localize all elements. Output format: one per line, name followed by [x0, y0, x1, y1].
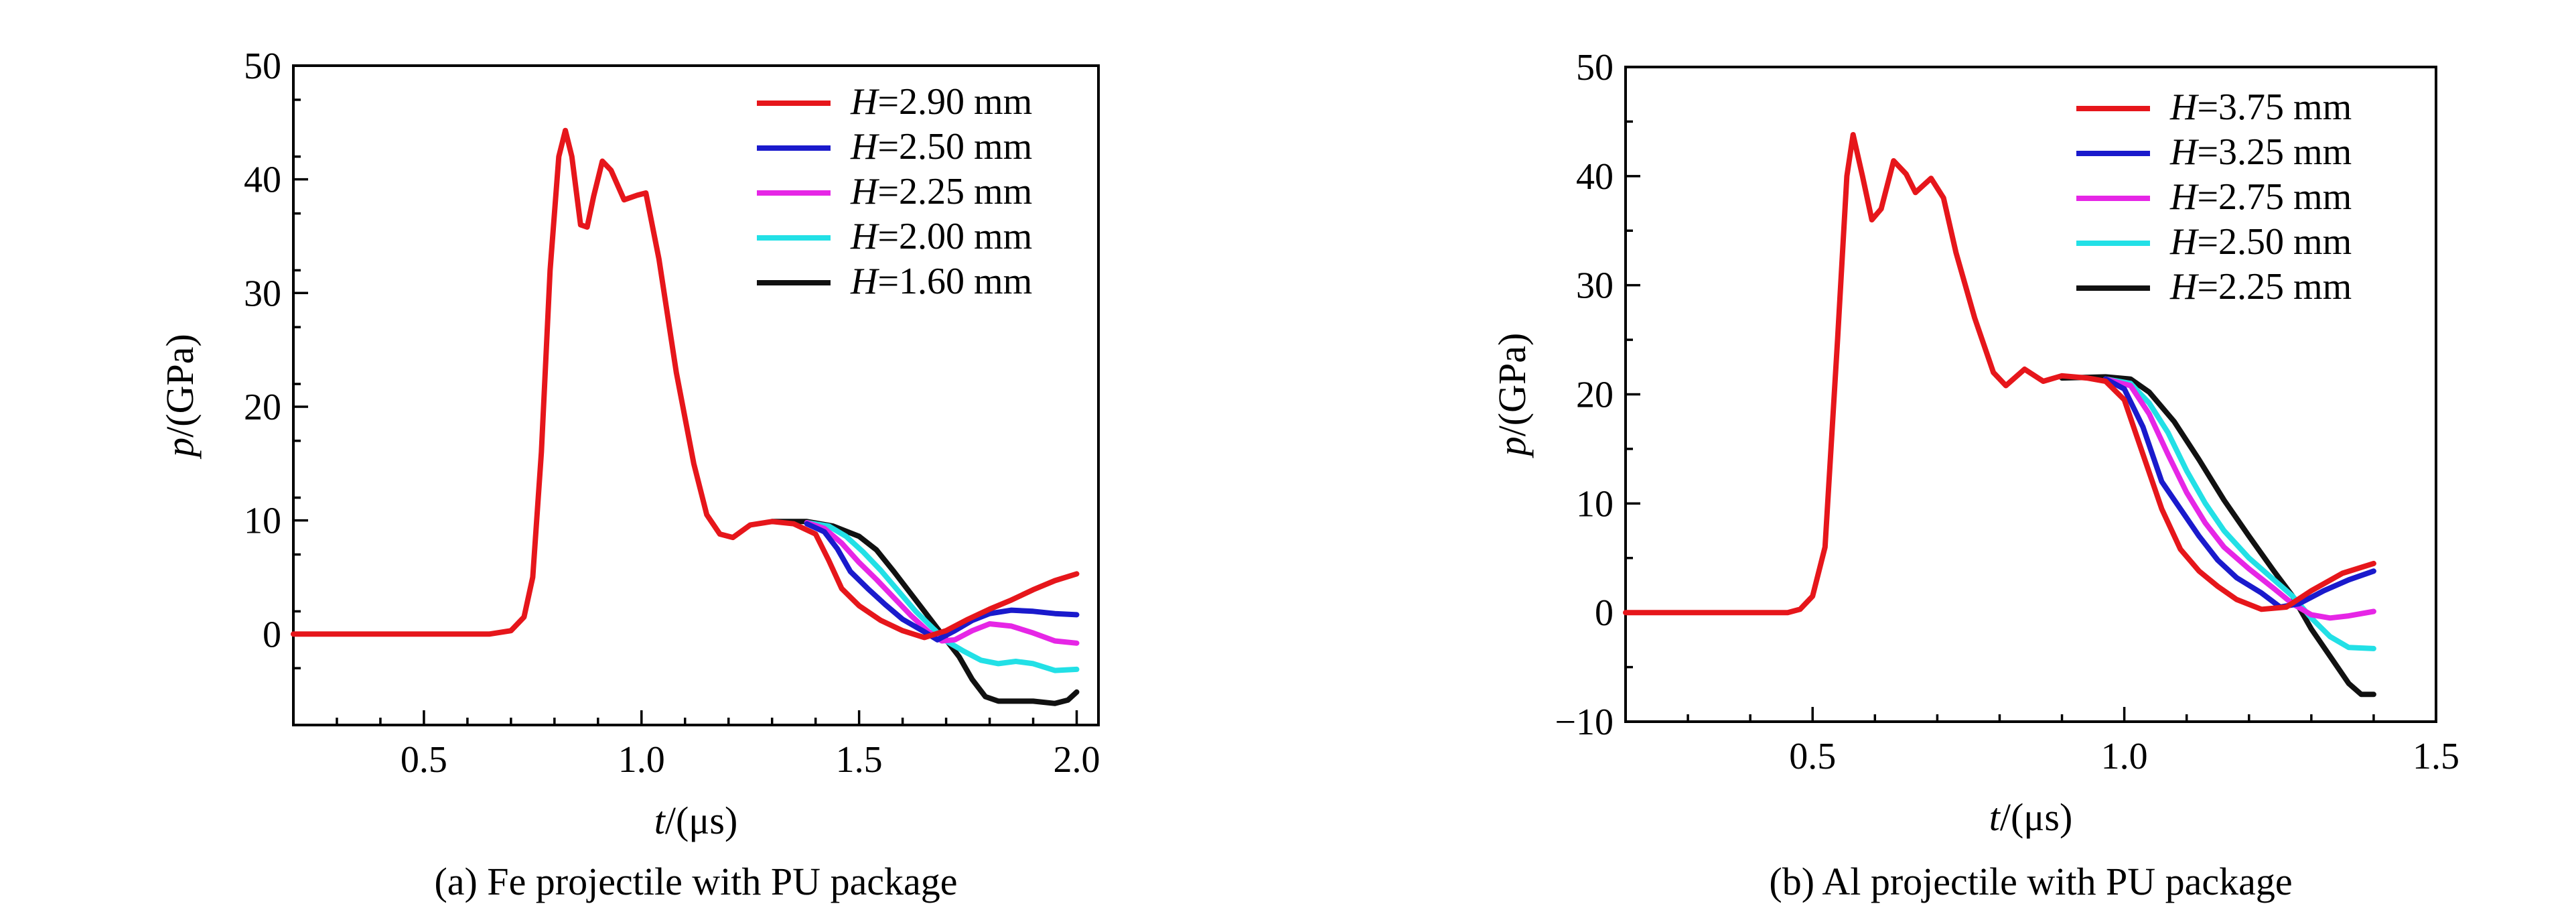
- chart-b: 0.5 1.0 1.5 −10 0 10 20 30 40 50 t/(μs) p/(GPa) (b) …: [1490, 47, 2459, 903]
- series-line: [291, 127, 1080, 641]
- x-tick-label: 1.5: [2413, 736, 2459, 777]
- y-tick-label: 10: [1576, 483, 1614, 525]
- y-tick-label: 20: [1576, 375, 1614, 416]
- chart-a: 0.5 1.0 1.5 2.0 0 10 20 30 40 50 t/(μs) p/(GPa) (a) …: [158, 46, 1100, 903]
- series-line: [1623, 132, 2376, 616]
- legend-entry: H=2.00 mm: [850, 216, 1032, 257]
- y-tick-label: 20: [244, 387, 281, 428]
- legend-entry: H=2.50 mm: [2169, 221, 2352, 263]
- series-line: [2102, 376, 2376, 621]
- figure-caption: (b) Al projectile with PU package: [1769, 860, 2292, 903]
- y-axis-label: p/(GPa): [1490, 333, 1534, 459]
- x-tick-label: 1.0: [2101, 736, 2148, 777]
- x-tick-label: 0.5: [401, 739, 447, 781]
- legend-entry: H=2.50 mm: [850, 126, 1032, 168]
- series-line: [2059, 374, 2376, 698]
- legend-entry: H=2.90 mm: [850, 81, 1032, 123]
- legend-entry: H=3.75 mm: [2169, 86, 2352, 128]
- y-tick-label: 50: [244, 46, 281, 87]
- x-tick-label: 0.5: [1789, 736, 1836, 777]
- x-tick-label: 1.0: [618, 739, 665, 781]
- legend-entry: H=2.75 mm: [2169, 176, 2352, 218]
- legend-entry: H=1.60 mm: [850, 261, 1032, 302]
- legend-entry: H=2.25 mm: [2169, 266, 2352, 308]
- legend-entry: H=3.25 mm: [2169, 131, 2352, 173]
- y-tick-label: 0: [263, 614, 281, 655]
- series-line: [769, 519, 1080, 706]
- y-tick-label: 50: [1576, 47, 1614, 88]
- x-tick-label: 1.5: [836, 739, 883, 781]
- y-tick-label: 40: [244, 159, 281, 201]
- y-tick-label: 40: [1576, 156, 1614, 198]
- y-axis-label: p/(GPa): [158, 334, 202, 460]
- y-tick-label: 30: [244, 273, 281, 314]
- figure-caption: (a) Fe projectile with PU package: [434, 860, 957, 903]
- legend-entry: H=2.25 mm: [850, 171, 1032, 212]
- plot-frame: [292, 64, 1100, 726]
- series-line: [2102, 376, 2376, 651]
- x-axis-label: t/(μs): [654, 799, 738, 842]
- y-tick-label: 30: [1576, 265, 1614, 307]
- y-tick-label: 10: [244, 501, 281, 542]
- series-line: [2102, 376, 2376, 610]
- y-tick-label: −10: [1555, 702, 1614, 743]
- x-tick-label: 2.0: [1054, 739, 1100, 781]
- x-axis-label: t/(μs): [1989, 795, 2073, 839]
- y-tick-label: 0: [1595, 592, 1614, 634]
- series-line: [804, 521, 1080, 643]
